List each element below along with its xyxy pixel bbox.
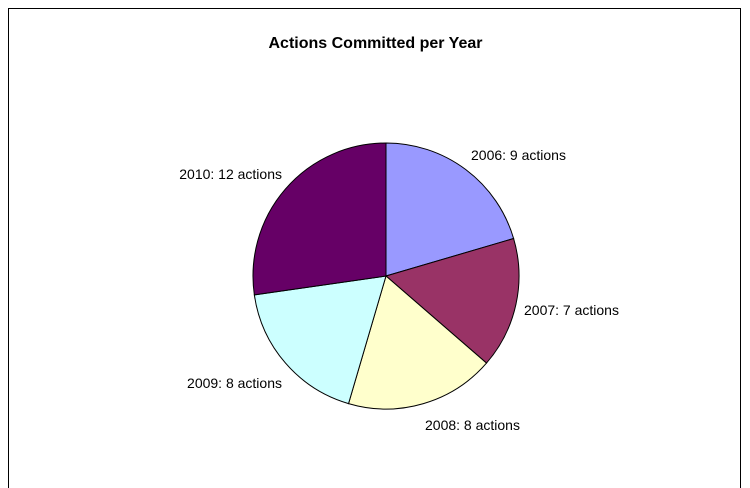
pie-slice-2009 [253, 275, 387, 405]
pie-chart: 2006: 9 actions 2007: 7 actions 2008: 8 ac… [179, 142, 619, 433]
pie-slice-2010 [252, 142, 387, 296]
data-label-2008: 2008: 8 actions [425, 417, 520, 433]
chart-title: Actions Committed per Year [268, 35, 483, 52]
chart-area: Actions Committed per Year 2006: 9 actio… [8, 8, 741, 488]
pie-slice-2006 [385, 142, 515, 277]
data-label-2009: 2009: 8 actions [187, 375, 282, 391]
data-label-2006: 2006: 9 actions [471, 147, 566, 163]
pie-slice-2008 [347, 275, 488, 410]
data-label-2010: 2010: 12 actions [179, 166, 282, 182]
data-label-2007: 2007: 7 actions [524, 302, 619, 318]
pie-slice-2007 [384, 237, 520, 364]
